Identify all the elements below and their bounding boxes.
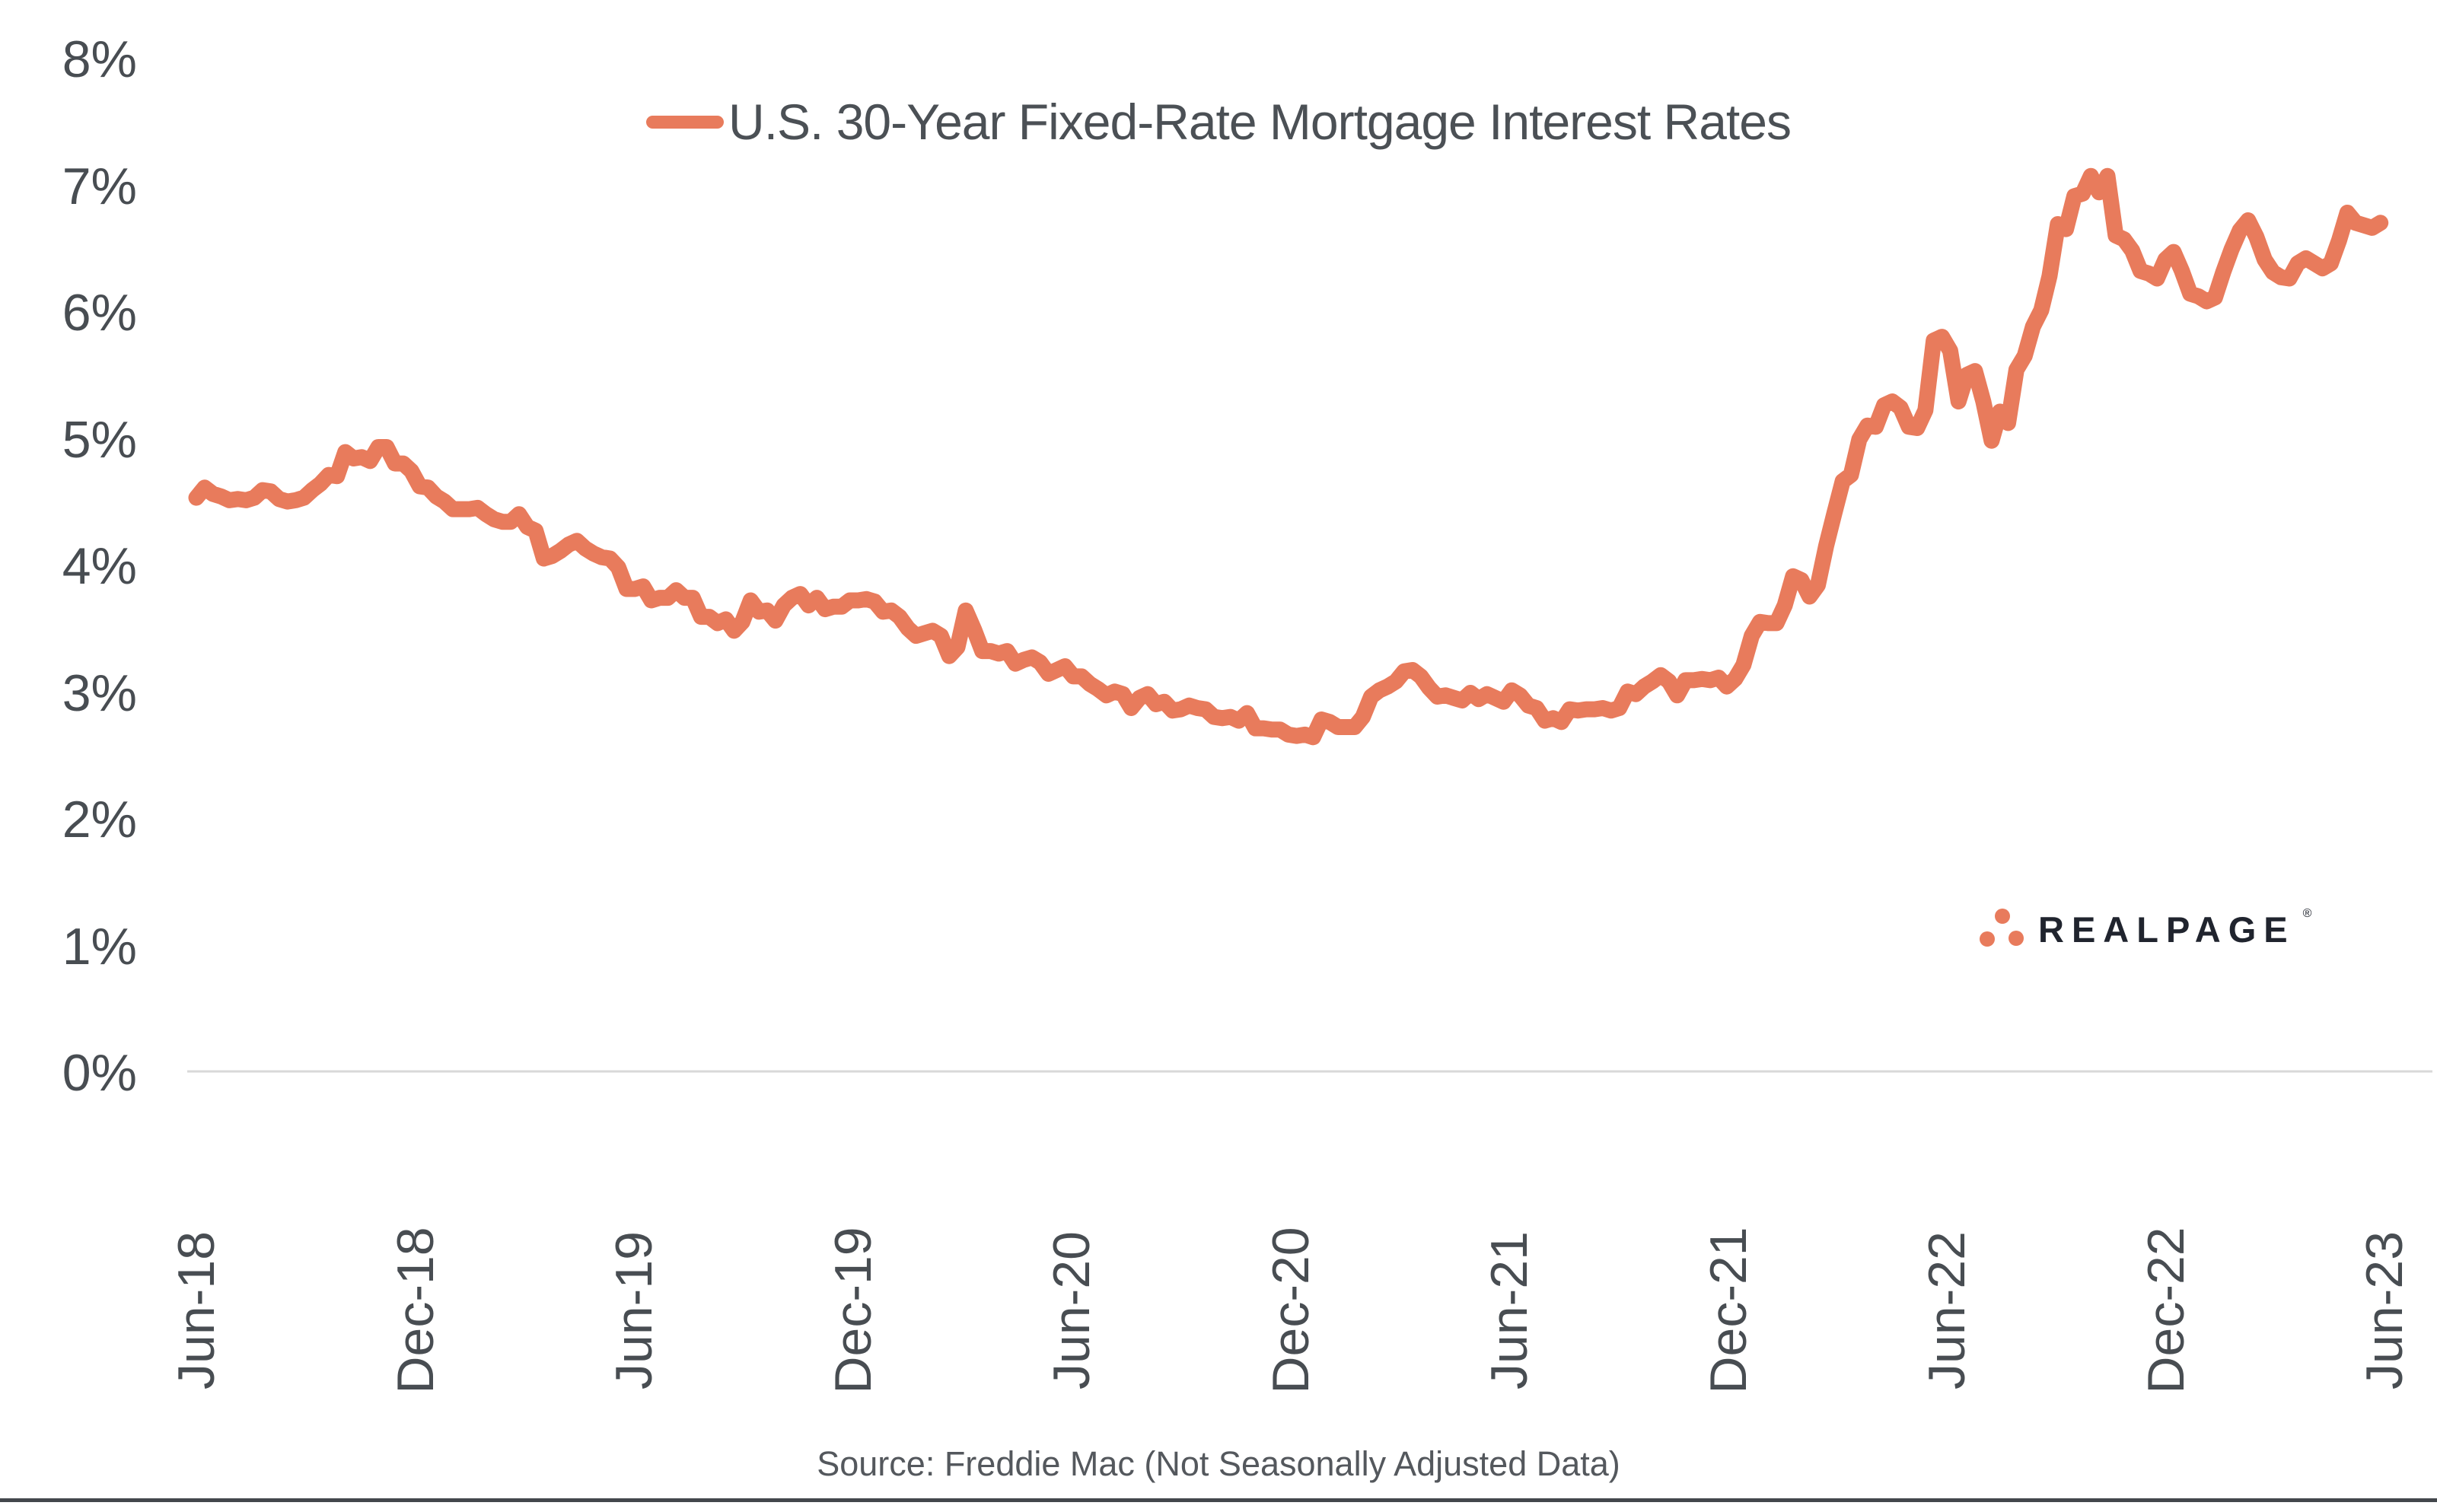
source-note: Source: Freddie Mac (Not Seasonally Adju… bbox=[817, 1444, 1620, 1483]
x-axis-label: Jun-21 bbox=[1480, 1231, 1538, 1389]
y-axis-label: 4% bbox=[62, 537, 137, 595]
x-axis-label: Jun-18 bbox=[167, 1231, 225, 1389]
x-axis-label: Jun-23 bbox=[2356, 1231, 2413, 1389]
realpage-logo-text: REALPAGE bbox=[2038, 909, 2295, 950]
x-axis-label: Dec-21 bbox=[1699, 1227, 1757, 1394]
x-axis-label: Dec-18 bbox=[386, 1227, 444, 1394]
x-axis-label: Dec-19 bbox=[823, 1227, 882, 1394]
y-axis-label: 1% bbox=[62, 917, 137, 976]
y-axis-label: 6% bbox=[62, 284, 137, 342]
mortgage-rate-line bbox=[188, 167, 2389, 746]
y-axis-label: 0% bbox=[62, 1044, 137, 1102]
bottom-border bbox=[0, 1498, 2437, 1502]
x-axis-label: Dec-22 bbox=[2136, 1227, 2195, 1394]
x-axis-label: Jun-20 bbox=[1043, 1231, 1101, 1389]
y-axis-label: 3% bbox=[62, 664, 137, 722]
legend: U.S. 30-Year Fixed-Rate Mortgage Interes… bbox=[0, 90, 2437, 154]
x-axis-label: Jun-22 bbox=[1918, 1231, 1976, 1389]
y-axis-label: 5% bbox=[62, 410, 137, 469]
y-axis-label: 8% bbox=[62, 30, 137, 88]
legend-label: U.S. 30-Year Fixed-Rate Mortgage Interes… bbox=[728, 94, 1792, 150]
x-axis-label: Jun-19 bbox=[605, 1231, 663, 1389]
y-axis-label: 2% bbox=[62, 791, 137, 848]
x-axis-label: Dec-20 bbox=[1261, 1227, 1320, 1394]
y-axis-label: 7% bbox=[62, 157, 137, 215]
registered-mark-icon: ® bbox=[2302, 907, 2312, 920]
legend-line-swatch bbox=[646, 115, 725, 129]
realpage-logo: REALPAGE ® bbox=[1977, 896, 2311, 962]
realpage-triangle-dots-icon bbox=[1980, 909, 2024, 947]
